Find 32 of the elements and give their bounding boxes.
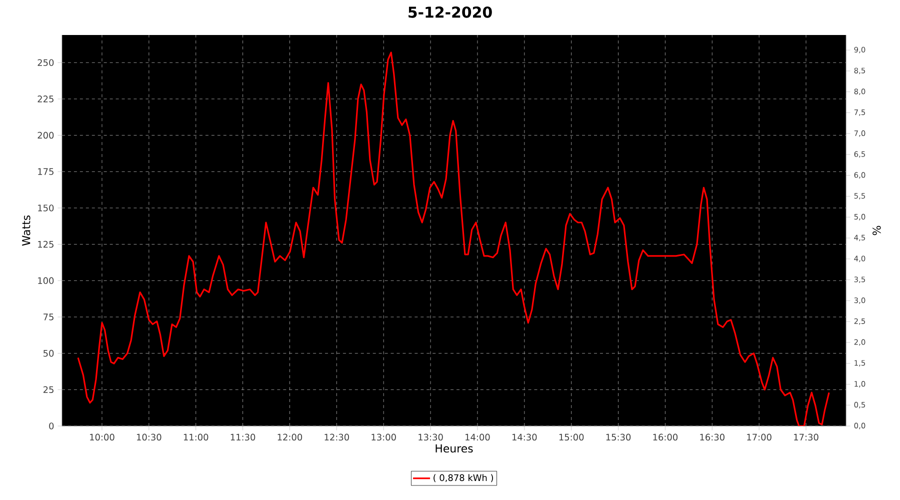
y-tick-label: 25 <box>43 386 54 394</box>
x-tick-label: 12:30 <box>324 434 349 441</box>
x-tick-label: 14:30 <box>512 434 537 441</box>
y-tick-label: 175 <box>38 168 54 175</box>
y-tick-label: 225 <box>38 96 54 102</box>
y2-axis-title: % <box>872 226 881 236</box>
y-tick-label: 0 <box>49 422 54 430</box>
y-tick-label: 100 <box>38 277 54 284</box>
x-tick-label: 10:30 <box>136 434 162 441</box>
x-tick-label: 10:00 <box>90 434 114 441</box>
x-tick-label: 17:00 <box>747 434 772 441</box>
y-tick-label: 200 <box>38 132 54 139</box>
x-tick-label: 16:30 <box>700 434 724 441</box>
x-tick-label: 14:00 <box>466 434 490 441</box>
x-tick-label: 13:00 <box>372 434 396 441</box>
y-axis-title: Watts <box>22 215 30 246</box>
y-tick-label: 125 <box>38 240 54 248</box>
x-tick-label: 12:00 <box>278 434 302 441</box>
x-tick-label: 15:30 <box>606 434 631 441</box>
y-tick-label: 50 <box>44 350 54 357</box>
x-tick-label: 11:30 <box>230 434 256 441</box>
chart-title: 5-12-2020 <box>408 6 492 18</box>
x-tick-label: 17:30 <box>794 434 818 441</box>
y-tick-label: 250 <box>38 59 54 66</box>
x-tick-label: 15:00 <box>559 434 584 441</box>
legend-label: ( 0,878 kWh ) <box>434 474 494 482</box>
x-tick-label: 13:30 <box>418 434 443 441</box>
x-axis-title: Heures <box>436 444 473 453</box>
y-tick-label: 75 <box>44 314 54 320</box>
x-tick-label: 11:00 <box>184 434 208 441</box>
x-tick-label: 16:00 <box>653 434 678 441</box>
y-tick-label: 150 <box>38 204 54 212</box>
